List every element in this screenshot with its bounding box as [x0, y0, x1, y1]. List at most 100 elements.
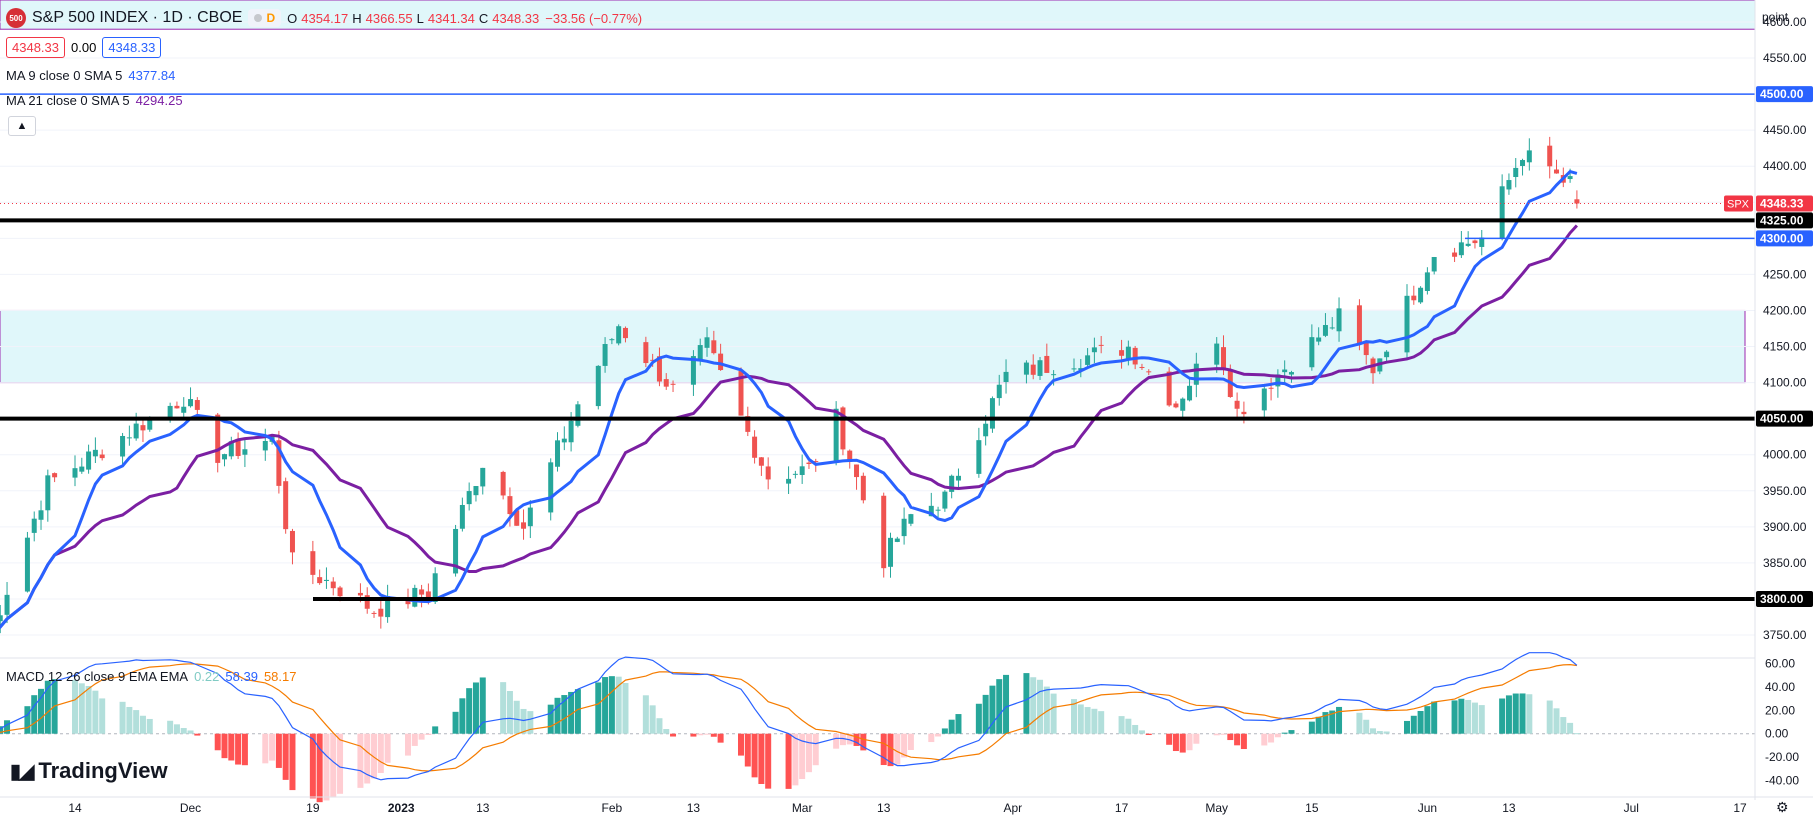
- macd-histogram-bar: [309, 733, 316, 799]
- macd-histogram-bar: [330, 733, 337, 798]
- macd-histogram-bar: [574, 689, 581, 734]
- macd-histogram-bar: [405, 733, 411, 756]
- candle-body: [235, 438, 241, 457]
- macd-histogram-bar: [894, 733, 901, 765]
- macd-histogram-bar: [377, 733, 384, 773]
- macd-legend[interactable]: MACD 12 26 close 9 EMA EMA 0.22 58.39 58…: [6, 669, 296, 684]
- macd-histogram-bar: [758, 733, 765, 784]
- interval-indicator[interactable]: D: [248, 9, 282, 27]
- candle-body: [242, 449, 248, 455]
- tag-3800: 3800.00: [1760, 592, 1804, 606]
- low-value: 4341.34: [427, 10, 475, 26]
- candle-body: [4, 594, 10, 615]
- macd-histogram-bar: [1546, 700, 1553, 734]
- ma21-legend[interactable]: MA 21 close 0 SMA 5 4294.25: [6, 93, 183, 108]
- ma9-legend[interactable]: MA 9 close 0 SMA 5 4377.84: [6, 68, 175, 83]
- candle-body: [1193, 363, 1199, 385]
- time-tick-label: 13: [687, 801, 701, 815]
- ma21-value: 4294.25: [135, 93, 183, 108]
- time-tick-label: 13: [1502, 801, 1516, 815]
- candle-body: [568, 420, 574, 443]
- collapse-legend-button[interactable]: ▲: [8, 116, 36, 136]
- tradingview-logo[interactable]: ▮◢ TradingView: [10, 758, 168, 784]
- macd-histogram-bar: [282, 733, 289, 780]
- macd-histogram-bar: [1519, 693, 1526, 734]
- candle-body: [1187, 385, 1193, 401]
- candle-body: [1288, 372, 1294, 375]
- candle-body: [813, 461, 819, 463]
- candle-body: [371, 612, 377, 614]
- sell-price-button[interactable]: 4348.33: [6, 37, 65, 58]
- macd-histogram-bar: [907, 733, 914, 751]
- candle-body: [317, 577, 323, 584]
- candle-body: [595, 365, 601, 407]
- candle-body: [1465, 243, 1471, 246]
- macd-histogram-bar: [1560, 717, 1567, 734]
- macd-histogram-bar: [173, 724, 180, 734]
- time-tick-label: 19: [306, 801, 320, 815]
- macd-histogram-bar: [1383, 731, 1390, 734]
- candle-body: [881, 495, 887, 569]
- candle-body: [500, 471, 506, 496]
- candle-body: [609, 339, 615, 341]
- macd-histogram-bar: [996, 679, 1003, 734]
- candle-body: [1091, 347, 1097, 353]
- macd-histogram-bar: [1553, 708, 1560, 734]
- tag-4300-bg: [1756, 230, 1813, 247]
- macd-histogram-bar: [1186, 733, 1193, 751]
- macd-histogram-bar: [472, 682, 479, 734]
- spx-tag-bg: [1724, 195, 1753, 212]
- candle-body: [52, 473, 58, 478]
- candle-body: [602, 344, 608, 366]
- symbol-title[interactable]: S&P 500 INDEX · 1D · CBOE: [32, 9, 243, 26]
- macd-histogram-bar: [4, 720, 11, 734]
- macd-histogram-bar: [805, 733, 812, 773]
- candle-body: [1452, 252, 1458, 257]
- candle-body: [1384, 351, 1390, 358]
- tag-4500-bg: [1756, 86, 1813, 103]
- macd-histogram-bar: [561, 695, 568, 734]
- time-tick-label: 14: [68, 801, 82, 815]
- macd-histogram-bar: [500, 682, 507, 734]
- close-value: 4348.33: [492, 10, 540, 26]
- price-tick-label: 4100.00: [1763, 376, 1807, 390]
- candle-body: [1003, 371, 1009, 382]
- brand-text: TradingView: [38, 758, 168, 783]
- axis-unit-label[interactable]: point: [1762, 10, 1789, 24]
- macd-histogram-bar: [1404, 720, 1410, 734]
- candle-body: [1424, 272, 1430, 291]
- symbol-header: 500 S&P 500 INDEX · 1D · CBOE D O 4354.17…: [6, 8, 642, 28]
- open-label: O: [287, 10, 298, 26]
- candle-body: [1520, 160, 1526, 166]
- macd-histogram-bar: [935, 733, 942, 737]
- market-status-icon: [254, 14, 263, 22]
- candle-body: [385, 596, 391, 618]
- macd-line: [0, 652, 1578, 781]
- macd-label: MACD 12 26 close 9 EMA EMA: [6, 669, 189, 684]
- price-axis: [1755, 0, 1813, 800]
- candle-body: [1418, 287, 1424, 303]
- candle-body: [357, 592, 363, 596]
- candle-body: [1261, 388, 1267, 411]
- candle-body: [92, 449, 98, 457]
- macd-histogram-bar: [928, 733, 935, 743]
- candle-body: [976, 440, 982, 474]
- macd-tick-label: 20.00: [1765, 703, 1795, 717]
- macd-histogram-bar: [119, 701, 126, 734]
- candle-body: [894, 538, 900, 542]
- candle-body: [854, 464, 860, 478]
- macd-histogram-bar: [1424, 706, 1431, 734]
- macd-histogram-bar: [527, 711, 534, 734]
- macd-histogram-bar: [1356, 712, 1363, 734]
- macd-histogram-bar: [180, 728, 187, 734]
- candle-body: [1282, 369, 1288, 373]
- macd-histogram-bar: [262, 733, 269, 764]
- buy-price-button[interactable]: 4348.33: [102, 37, 162, 58]
- macd-histogram-bar: [92, 690, 99, 734]
- tag-4050-bg: [1756, 410, 1813, 427]
- candle-body: [1526, 150, 1532, 163]
- macd-histogram-bar: [85, 685, 92, 734]
- settings-gear-icon[interactable]: ⚙: [1776, 799, 1789, 815]
- candle-body: [283, 481, 289, 530]
